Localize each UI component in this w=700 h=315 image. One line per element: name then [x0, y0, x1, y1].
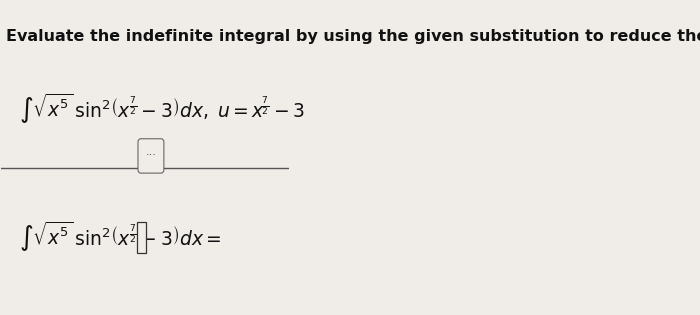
FancyBboxPatch shape — [138, 139, 164, 173]
Text: $\int \sqrt{x^5}\,\sin^2\!\left(x^{\frac{7}{2}}-3\right)dx,\;u=x^{\!\frac{7}{2}}: $\int \sqrt{x^5}\,\sin^2\!\left(x^{\frac… — [19, 92, 305, 126]
Text: $\int \sqrt{x^5}\,\sin^2\!\left(x^{\frac{7}{2}}-3\right)dx=$: $\int \sqrt{x^5}\,\sin^2\!\left(x^{\frac… — [19, 220, 221, 254]
Text: ···: ··· — [146, 150, 156, 160]
FancyBboxPatch shape — [137, 221, 146, 253]
Text: Evaluate the indefinite integral by using the given substitution to reduce the i: Evaluate the indefinite integral by usin… — [6, 30, 700, 44]
